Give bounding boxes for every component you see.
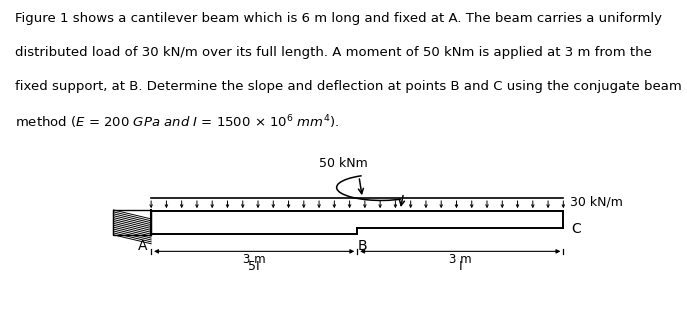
Text: 3 m: 3 m bbox=[243, 252, 265, 266]
Text: 30 kN/m: 30 kN/m bbox=[570, 196, 623, 209]
Text: distributed load of 30 kN/m over its full length. A moment of 50 kNm is applied : distributed load of 30 kN/m over its ful… bbox=[15, 46, 652, 59]
Text: C: C bbox=[572, 222, 581, 236]
Text: 5I: 5I bbox=[249, 260, 260, 273]
Polygon shape bbox=[113, 210, 151, 235]
Text: I: I bbox=[458, 260, 462, 273]
Text: Figure 1 shows a cantilever beam which is 6 m long and fixed at A. The beam carr: Figure 1 shows a cantilever beam which i… bbox=[15, 12, 662, 25]
Text: A: A bbox=[138, 239, 148, 253]
Text: method ($E$ = 200 $GPa$ $and$ $I$ = 1500 $\times$ 10$^6$ $mm^4$).: method ($E$ = 200 $GPa$ $and$ $I$ = 1500… bbox=[15, 114, 339, 131]
Text: fixed support, at B. Determine the slope and deflection at points B and C using : fixed support, at B. Determine the slope… bbox=[15, 80, 682, 93]
Text: B: B bbox=[358, 239, 368, 253]
Text: 50 kNm: 50 kNm bbox=[319, 157, 368, 170]
Text: 3 m: 3 m bbox=[449, 252, 471, 266]
